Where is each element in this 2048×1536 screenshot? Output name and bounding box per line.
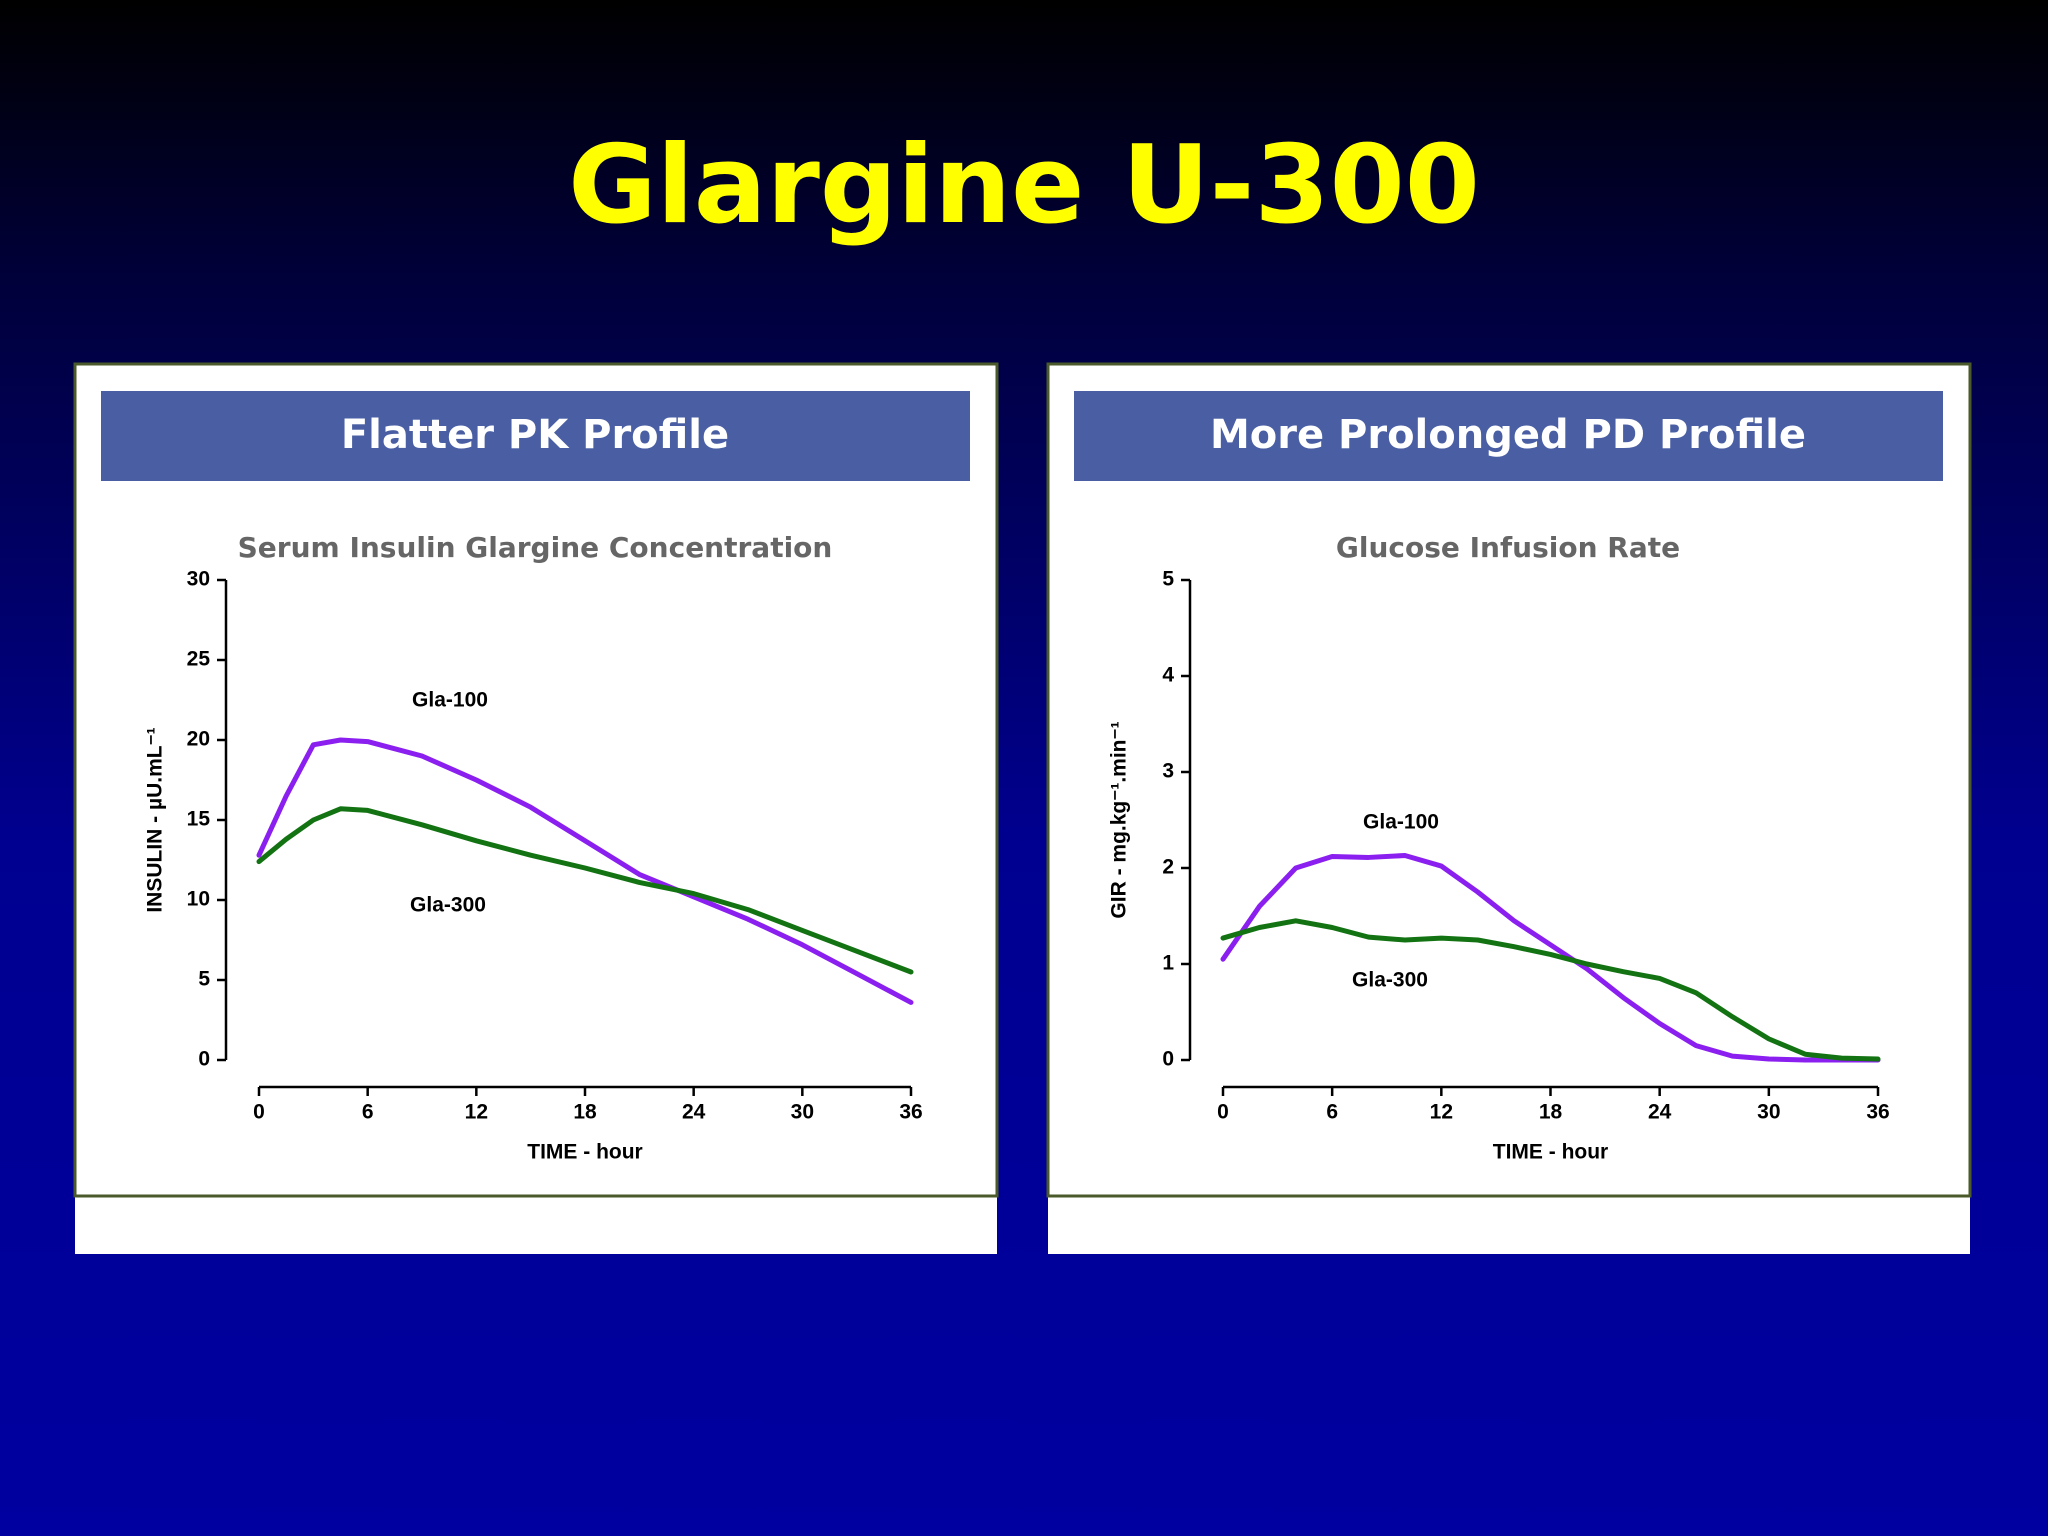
- y-tick-label: 15: [187, 808, 211, 831]
- series-label: Gla-300: [1352, 969, 1428, 992]
- y-tick-label: 1: [1162, 952, 1174, 975]
- y-tick-label: 2: [1162, 856, 1174, 879]
- y-axis-label: GIR - mg.kg⁻¹.min⁻¹: [1108, 721, 1131, 918]
- chart-panel: More Prolonged PD Profile Glucose Infusio…: [1046, 362, 1972, 1254]
- series-line: [256, 806, 914, 975]
- x-tick-label: 24: [682, 1101, 706, 1124]
- x-tick-label: 6: [1326, 1101, 1338, 1124]
- x-tick-label: 6: [362, 1101, 374, 1124]
- panel-header: [1074, 391, 1943, 481]
- x-tick-label: 18: [1539, 1101, 1563, 1124]
- slide-title: Glargine U-300: [568, 123, 1480, 248]
- x-tick-label: 0: [1217, 1101, 1229, 1124]
- y-tick-label: 10: [187, 888, 210, 911]
- y-axis-label: INSULIN - µU.mL⁻¹: [144, 727, 167, 912]
- series-line: [1220, 853, 1881, 1063]
- axis-group: 0 5 10 15 20 25 30 0 6 12 18 24 30 36 TIME - hour INSUL…: [144, 568, 923, 1164]
- y-tick-label: 0: [198, 1048, 210, 1071]
- panel-header-text: More Prolonged PD Profile: [1210, 412, 1806, 458]
- series-line: [1220, 918, 1881, 1062]
- x-tick-label: 36: [1866, 1101, 1889, 1124]
- chart-panel: Flatter PK Profile Serum Insulin Glargine…: [73, 362, 999, 1254]
- x-axis-label: TIME - hour: [1493, 1141, 1608, 1164]
- panel: [73, 362, 999, 1198]
- y-tick-label: 20: [187, 728, 210, 751]
- panel-base: [1048, 1196, 1970, 1254]
- x-tick-label: 30: [1757, 1101, 1780, 1124]
- series-label: Gla-100: [1363, 811, 1439, 834]
- panel: [1046, 362, 1972, 1198]
- y-tick-label: 25: [187, 648, 211, 671]
- y-tick-label: 3: [1162, 760, 1174, 783]
- panel-header: [101, 391, 970, 481]
- series-label: Gla-300: [410, 894, 486, 917]
- chart-title: Serum Insulin Glargine Concentration: [238, 531, 833, 564]
- x-tick-label: 30: [791, 1101, 814, 1124]
- y-tick-label: 5: [1162, 568, 1174, 591]
- panel-base: [75, 1196, 997, 1254]
- y-tick-label: 4: [1162, 664, 1174, 687]
- x-tick-label: 36: [899, 1101, 922, 1124]
- x-tick-label: 12: [465, 1101, 488, 1124]
- panel-header-text: Flatter PK Profile: [341, 412, 729, 458]
- y-tick-label: 30: [187, 568, 210, 591]
- chart-title: Glucose Infusion Rate: [1336, 531, 1680, 564]
- y-tick-label: 5: [198, 968, 210, 991]
- series-label: Gla-100: [412, 689, 488, 712]
- x-tick-label: 12: [1430, 1101, 1453, 1124]
- series-line: [256, 737, 914, 1005]
- y-tick-label: 0: [1162, 1048, 1174, 1071]
- x-tick-label: 0: [253, 1101, 265, 1124]
- x-tick-label: 24: [1648, 1101, 1672, 1124]
- x-tick-label: 18: [573, 1101, 597, 1124]
- x-axis-label: TIME - hour: [527, 1141, 642, 1164]
